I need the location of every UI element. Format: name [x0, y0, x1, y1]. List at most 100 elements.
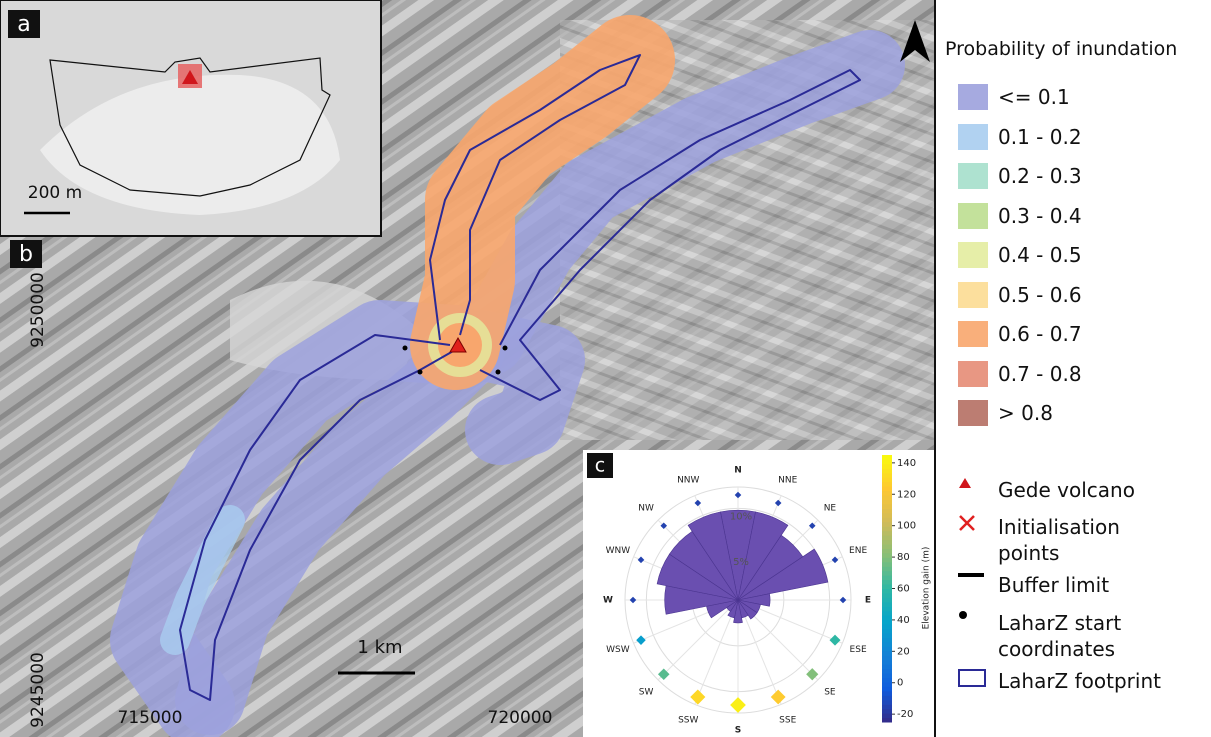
- legend-item: <= 0.1: [958, 84, 1070, 110]
- rose-panel: c 5%10%NNNENEENEEESESESSESSSWSWWSWWWNWNW…: [583, 450, 936, 737]
- legend-icon: [958, 668, 988, 694]
- direction-label: SSE: [779, 716, 796, 726]
- colorbar-segment: [882, 508, 892, 513]
- northing-label: 9245000: [28, 652, 48, 728]
- colorbar-segment: [882, 540, 892, 545]
- direction-label: WNW: [606, 546, 631, 556]
- legend-symbol: [958, 572, 984, 578]
- colorbar-segment: [882, 655, 892, 660]
- legend-icon: [958, 477, 988, 503]
- direction-label: SE: [824, 687, 836, 697]
- direction-label: WSW: [606, 645, 630, 655]
- legend-swatch: [958, 203, 988, 229]
- colorbar-segment: [882, 477, 892, 482]
- direction-label: ESE: [850, 645, 867, 655]
- legend-symbol: [958, 514, 976, 532]
- colorbar-segment: [882, 642, 892, 647]
- legend-item: 0.5 - 0.6: [958, 282, 1082, 308]
- legend-label: Initialisation points: [998, 514, 1168, 566]
- easting-label: 715000: [118, 708, 183, 728]
- colorbar-segment: [882, 660, 892, 665]
- colorbar-segment: [882, 709, 892, 714]
- rose-ring-label: 10%: [730, 511, 752, 522]
- legend-label: 0.5 - 0.6: [998, 283, 1082, 307]
- legend-label: Buffer limit: [998, 572, 1168, 598]
- colorbar-segment: [882, 624, 892, 629]
- colorbar-segment: [882, 580, 892, 585]
- direction-label: ENE: [849, 546, 867, 556]
- colorbar-segment: [882, 633, 892, 638]
- colorbar-segment: [882, 522, 892, 527]
- colorbar-segment: [882, 513, 892, 518]
- colorbar-segment: [882, 553, 892, 558]
- colorbar-segment: [882, 629, 892, 634]
- panel-label: a: [17, 12, 30, 37]
- colorbar-segment: [882, 678, 892, 683]
- legend: Probability of inundation <= 0.1 0.1 - 0.…: [936, 0, 1211, 737]
- colorbar-segment: [882, 566, 892, 571]
- start-point: [418, 370, 423, 375]
- colorbar-segment: [882, 544, 892, 549]
- legend-title: Probability of inundation: [945, 38, 1177, 60]
- colorbar-tick-label: 60: [897, 584, 910, 595]
- colorbar-segment: [882, 695, 892, 700]
- inset-a: a 200 m: [0, 0, 381, 236]
- legend-item: Gede volcano: [958, 477, 1168, 503]
- colorbar-segment: [882, 673, 892, 678]
- colorbar-segment: [882, 713, 892, 718]
- colorbar-segment: [882, 651, 892, 656]
- colorbar-segment: [882, 611, 892, 616]
- direction-label: SSW: [678, 716, 698, 726]
- panel-label: c: [595, 455, 605, 477]
- colorbar-tick-label: 100: [897, 521, 916, 532]
- scale-label: 200 m: [28, 183, 82, 203]
- legend-label: 0.2 - 0.3: [998, 164, 1082, 188]
- colorbar-segment: [882, 486, 892, 491]
- legend-item: 0.4 - 0.5: [958, 242, 1082, 268]
- legend-label: Gede volcano: [998, 477, 1168, 503]
- colorbar-segment: [882, 637, 892, 642]
- start-point: [503, 346, 508, 351]
- colorbar-segment: [882, 482, 892, 487]
- legend-swatch: [958, 400, 988, 426]
- colorbar-tick-label: 20: [897, 646, 910, 657]
- legend-label: 0.1 - 0.2: [998, 125, 1082, 149]
- colorbar-segment: [882, 473, 892, 478]
- legend-item: Buffer limit: [958, 572, 1168, 598]
- direction-label: E: [865, 596, 871, 606]
- colorbar-segment: [882, 562, 892, 567]
- colorbar-segment: [882, 686, 892, 691]
- legend-item: Initialisation points: [958, 514, 1168, 566]
- colorbar-segment: [882, 495, 892, 500]
- colorbar-tick-label: 40: [897, 615, 910, 626]
- legend-label: 0.7 - 0.8: [998, 362, 1082, 386]
- easting-label: 720000: [488, 708, 553, 728]
- legend-symbol: [958, 610, 968, 620]
- figure: 715000 720000 9250000 9245000 1 km b a 2…: [0, 0, 1211, 737]
- legend-label: > 0.8: [998, 401, 1053, 425]
- legend-symbol: [958, 477, 972, 489]
- colorbar-segment: [882, 548, 892, 553]
- colorbar-segment: [882, 557, 892, 562]
- legend-label: LaharZ start coordinates: [998, 610, 1168, 662]
- colorbar-segment: [882, 455, 892, 460]
- direction-label: N: [734, 466, 742, 476]
- direction-label: SW: [639, 687, 654, 697]
- legend-swatch: [958, 163, 988, 189]
- legend-item: 0.7 - 0.8: [958, 361, 1082, 387]
- legend-item: 0.6 - 0.7: [958, 321, 1082, 347]
- panel-label: b: [19, 242, 33, 267]
- direction-label: NW: [638, 504, 654, 514]
- colorbar-segment: [882, 646, 892, 651]
- direction-label: S: [735, 726, 741, 736]
- colorbar-segment: [882, 620, 892, 625]
- colorbar-segment: [882, 589, 892, 594]
- legend-swatch: [958, 361, 988, 387]
- colorbar-tick-label: 0: [897, 678, 903, 689]
- colorbar-title: Elevation gain (m): [922, 547, 932, 630]
- colorbar-segment: [882, 606, 892, 611]
- colorbar-segment: [882, 491, 892, 496]
- legend-item: 0.2 - 0.3: [958, 163, 1082, 189]
- colorbar-segment: [882, 459, 892, 464]
- colorbar-segment: [882, 535, 892, 540]
